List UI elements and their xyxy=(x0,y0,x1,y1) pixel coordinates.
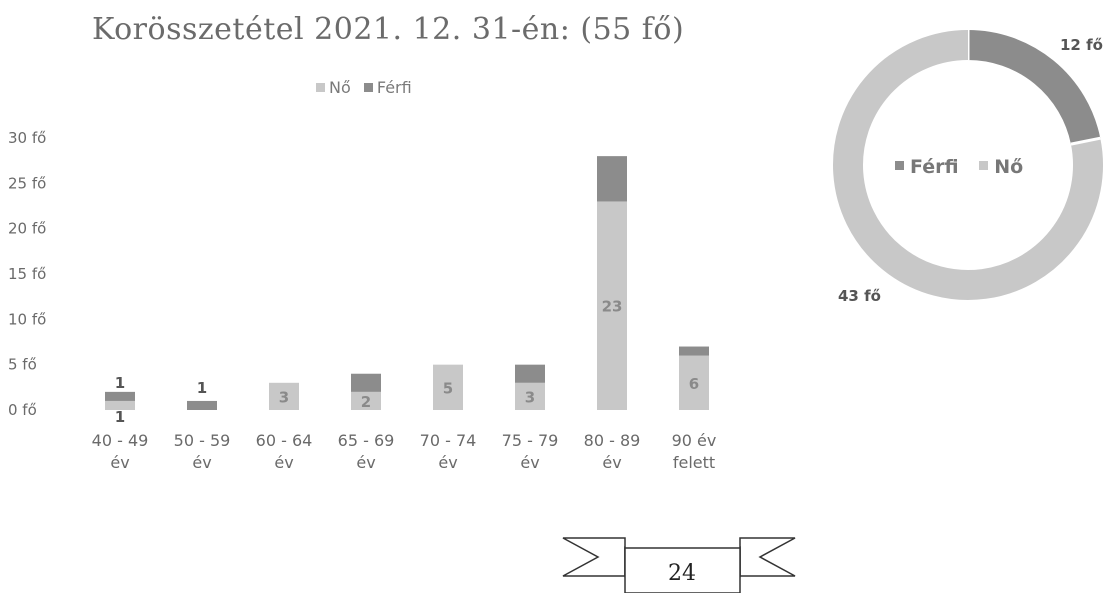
legend-swatch-no xyxy=(316,83,325,92)
y-tick-label: 15 fő xyxy=(8,265,46,283)
bar-segment xyxy=(351,391,381,410)
bar-segment xyxy=(515,382,545,410)
x-category-label: év xyxy=(274,453,293,472)
donut-label-ferfi: 12 fő xyxy=(1060,36,1103,54)
donut-legend-label-no: Nő xyxy=(994,156,1024,178)
donut-separator xyxy=(1070,136,1101,146)
x-category-label: 50 - 59 xyxy=(174,431,231,450)
x-category-label: 65 - 69 xyxy=(338,431,395,450)
x-category-label: év xyxy=(438,453,457,472)
donut-legend-label-ferfi: Férfi xyxy=(910,156,959,178)
legend-label-no: Nő xyxy=(329,78,351,97)
x-category-label: év xyxy=(110,453,129,472)
y-tick-label: 30 fő xyxy=(8,129,46,147)
legend-item-no: Nő xyxy=(316,78,356,97)
donut-legend-swatch-no xyxy=(979,161,989,170)
x-category-label: év xyxy=(192,453,211,472)
bar-segment xyxy=(597,201,627,410)
y-tick-label: 0 fő xyxy=(8,401,37,419)
bar-segment xyxy=(187,400,217,410)
data-label: 1 xyxy=(115,408,125,426)
bar-segment xyxy=(269,382,299,410)
donut-legend: Férfi Nő xyxy=(895,156,1037,178)
donut-slice xyxy=(833,30,1103,300)
ribbon-center xyxy=(624,547,741,593)
data-label: 2 xyxy=(361,393,371,411)
donut-slice xyxy=(967,30,1101,145)
bar-segment xyxy=(597,156,627,202)
y-tick-label: 25 fő xyxy=(8,174,46,192)
bar-segment xyxy=(105,400,135,410)
legend-swatch-ferfi xyxy=(363,83,373,92)
donut-legend-swatch-ferfi xyxy=(895,161,904,170)
ribbon-left-tail xyxy=(562,537,626,577)
x-category-label: 60 - 64 xyxy=(256,431,313,450)
x-category-label: év xyxy=(602,453,621,472)
donut-label-no: 43 fő xyxy=(838,287,881,305)
x-category-label: év xyxy=(356,453,375,472)
y-tick-label: 20 fő xyxy=(8,220,46,238)
x-category-label: 75 - 79 xyxy=(502,431,559,450)
donut-legend-item-ferfi: Férfi xyxy=(895,156,965,178)
data-label: 1 xyxy=(197,379,207,397)
bar-segment xyxy=(679,355,709,410)
page-number: 24 xyxy=(668,561,696,586)
bar-segment xyxy=(679,346,709,356)
x-category-label: 80 - 89 xyxy=(584,431,641,450)
data-label: 6 xyxy=(689,375,699,393)
bar-chart-legend: Nő Férfi xyxy=(316,78,420,97)
bar-segment xyxy=(515,364,545,383)
y-tick-label: 5 fő xyxy=(8,356,37,374)
bar-segment xyxy=(105,391,135,401)
legend-label-ferfi: Férfi xyxy=(376,78,412,97)
chart-title: Korösszetétel 2021. 12. 31-én: (55 fő) xyxy=(92,12,685,47)
x-category-label: 90 év xyxy=(672,431,717,450)
x-category-label: 40 - 49 xyxy=(92,431,149,450)
bar-segment xyxy=(433,364,463,410)
donut-legend-item-no: Nő xyxy=(979,156,1023,178)
ribbon-right-tail xyxy=(739,537,796,577)
x-category-label: felett xyxy=(673,453,715,472)
x-category-label: 70 - 74 xyxy=(420,431,477,450)
bar-segment xyxy=(351,373,381,392)
data-label: 3 xyxy=(279,388,289,406)
y-tick-label: 10 fő xyxy=(8,310,46,328)
x-category-label: év xyxy=(520,453,539,472)
data-label: 1 xyxy=(115,374,125,392)
legend-item-ferfi: Férfi xyxy=(363,78,412,97)
data-label: 3 xyxy=(525,388,535,406)
data-label: 23 xyxy=(602,298,623,316)
data-label: 5 xyxy=(443,379,453,397)
